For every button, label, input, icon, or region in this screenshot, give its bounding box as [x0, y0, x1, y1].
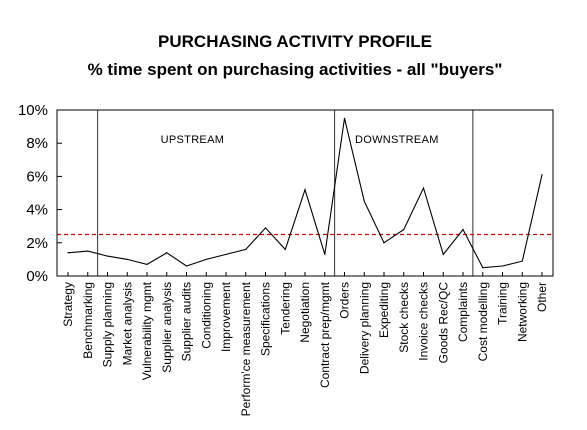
data-point — [67, 252, 69, 254]
y-axis: 0% 2% 4% 6% 8% 10% — [18, 102, 62, 285]
x-tick-label: Benchmarking — [81, 282, 95, 359]
y-tick-label: 8% — [26, 135, 48, 152]
x-tick-label: Improvement — [219, 281, 233, 352]
y-tick-label: 4% — [26, 202, 48, 219]
x-tick-label: Cost modelling — [476, 282, 490, 361]
region-label: UPSTREAM — [161, 134, 225, 146]
data-point — [185, 265, 188, 267]
x-tick-label: Contract prep/mgmt — [318, 281, 332, 388]
data-point — [264, 227, 267, 229]
data-point — [521, 260, 523, 262]
data-point — [403, 228, 405, 231]
data-point — [166, 252, 168, 254]
x-tick-label: Invoice checks — [417, 282, 431, 361]
x-tick-label: Networking — [515, 282, 529, 342]
x-tick-label: Other — [535, 282, 549, 312]
data-point — [324, 253, 326, 256]
x-tick-label: Supplier analysis — [160, 282, 174, 373]
data-point — [343, 117, 346, 119]
y-tick-label: 10% — [18, 102, 48, 119]
series-group — [67, 117, 543, 269]
x-tick-label: Negotiation — [298, 282, 312, 343]
data-point — [205, 258, 207, 260]
x-tick-label: Supplier audits — [180, 282, 194, 361]
data-point — [126, 258, 128, 260]
x-tick-label: Expediting — [377, 282, 391, 338]
data-point — [146, 263, 148, 265]
data-point — [383, 242, 385, 244]
x-tick-label: Market analysis — [120, 282, 134, 365]
region-labels: UPSTREAM DOWNSTREAM — [161, 134, 439, 146]
y-tick-label: 6% — [26, 168, 48, 185]
x-tick-label: Strategy — [61, 282, 75, 327]
data-point — [422, 187, 425, 189]
data-point — [225, 253, 227, 256]
y-tick-label: 2% — [26, 235, 48, 252]
x-tick-label: Complaints — [456, 282, 470, 342]
x-tick-label: Stock checks — [397, 282, 411, 353]
data-point — [284, 248, 286, 251]
data-point — [304, 189, 306, 191]
plot-frame — [56, 109, 554, 277]
x-axis: Strategy Benchmarking Supply planning Marke… — [61, 272, 549, 416]
data-point — [501, 265, 504, 267]
x-tick-label: Supply planning — [101, 282, 115, 367]
data-point — [541, 174, 543, 176]
data-point — [87, 250, 89, 252]
data-point — [442, 253, 444, 256]
data-point — [462, 228, 464, 231]
data-point — [245, 248, 247, 251]
chart-subtitle: % time spent on purchasing activities - … — [88, 60, 503, 79]
x-tick-label: Goods Rec/QC — [436, 282, 450, 364]
x-tick-label: Training — [496, 282, 510, 325]
x-tick-label: Specifications — [259, 282, 273, 356]
data-point — [482, 267, 484, 269]
region-label: DOWNSTREAM — [355, 134, 439, 146]
x-tick-label: Delivery planning — [357, 282, 371, 374]
data-point — [106, 255, 109, 257]
x-tick-label: Perform'ce measurement — [239, 281, 253, 416]
x-tick-label: Tendering — [278, 282, 292, 335]
x-tick-label: Orders — [338, 282, 352, 319]
x-tick-label: Conditioning — [199, 282, 213, 349]
chart-title: PURCHASING ACTIVITY PROFILE — [158, 32, 432, 51]
y-tick-label: 0% — [26, 268, 48, 285]
x-tick-label: Vulnerability mgmt — [140, 281, 154, 380]
data-point — [363, 200, 365, 202]
series-line — [67, 118, 543, 269]
